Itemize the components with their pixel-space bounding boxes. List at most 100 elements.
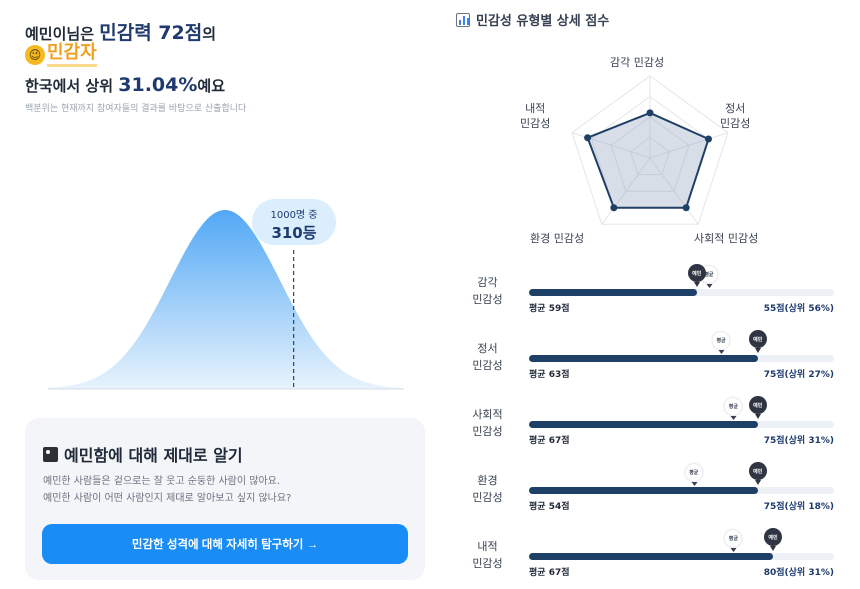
percentile-note: 백분위는 현재까지 참여자들의 결과를 바탕으로 산출합니다 [25,104,247,114]
radar-label-line: 내적 [525,102,546,115]
my-score-marker: 예민 [687,264,706,287]
radar-label-sensory: 감각 민감성 [610,56,665,69]
radar-score-point [704,135,712,143]
score-fill-bar [529,289,697,296]
radar-grid-spoke [601,157,651,225]
average-marker: 평균 [724,530,742,552]
result-panel: 예민이님은 민감력 72점의 😉 민감자 한국에서 상위 31.04%예요 백분… [25,18,425,580]
bell-curve-area [48,210,404,389]
score-row-label-line: 민감성 [472,293,503,306]
info-card-desc-line: 예민한 사람이 어떤 사람인지 제대로 알아보고 싶지 않나요? [43,493,292,504]
radar-grid-spoke [649,132,729,159]
radar-score-point [610,204,618,212]
score-row-label-line: 내적 [477,540,498,553]
radar-score-points [584,109,712,212]
type-name: 민감자 [47,42,97,67]
headline-prefix: 예민이님은 [25,25,100,43]
headline-suffix: 의 [202,25,217,43]
rank-line: 한국에서 상위 31.04%예요 [25,74,225,96]
type-line: 😉 민감자 [25,42,97,67]
score-row-label-line: 사회적 [472,408,503,421]
rank-bubble-value: 310등 [271,224,317,242]
my-score-text: 75점(상위 18%) [763,502,834,512]
average-score-text: 평균 67점 [529,436,570,446]
radar-label-social: 사회적 민감성 [694,232,759,245]
book-icon [43,446,58,462]
radar-chart [571,75,729,225]
score-fill-bar [529,421,758,428]
average-score-text: 평균 67점 [529,568,570,578]
rank-suffix: 예요 [197,77,225,95]
radar-label-line: 민감성 [720,117,751,130]
average-score-text: 평균 59점 [529,304,570,314]
score-row-label-line: 감각 [477,276,498,289]
score-highlight: 민감력 72점 [99,22,203,44]
score-row-label-line: 민감성 [472,359,503,372]
my-score-text: 75점(상위 27%) [763,370,834,380]
score-row-label-line: 민감성 [472,425,503,438]
rank-percent: 31.04% [118,74,198,96]
radar-label-internal: 내적 민감성 [520,101,550,131]
radar-score-point [646,109,654,117]
info-card-title-text: 예민함에 대해 제대로 알기 [64,446,243,465]
average-marker: 평균 [712,332,730,354]
score-fill-bar [529,487,758,494]
my-score-marker: 예민 [748,396,767,419]
radar-grid-ring [629,136,671,176]
radar-score-point [584,134,592,142]
radar-grid-ring [610,116,690,192]
detail-title-text: 민감성 유형별 상세 점수 [476,14,610,29]
radar-label-emotional: 정서 민감성 [720,101,750,131]
bar-chart-icon [456,12,470,27]
info-card-title: 예민함에 대해 제대로 알기 [43,442,243,466]
score-row-label-line: 환경 [477,474,498,487]
score-fill-bar [529,355,758,362]
my-score-text: 75점(상위 31%) [763,436,834,446]
my-score-text: 55점(상위 56%) [763,304,834,314]
explore-personality-button[interactable]: 민감한 성격에 대해 자세히 탐구하기 → [42,524,408,564]
score-row-label-line: 민감성 [472,557,503,570]
wink-emoji-icon: 😉 [25,44,45,65]
info-card: 예민함에 대해 제대로 알기 예민한 사람들은 겉으로는 잘 웃고 순둥한 사람… [25,418,425,580]
score-track: 평균 예민 [529,462,834,494]
radar-score-polygon [586,111,710,209]
average-marker: 평균 [685,464,703,486]
my-score-marker: 예민 [748,330,767,353]
radar-grid-spoke [649,157,699,225]
average-marker: 평균 [724,398,742,420]
radar-label-line: 민감성 [520,117,551,130]
radar-label-environmental: 환경 민감성 [530,232,585,245]
info-card-description: 예민한 사람들은 겉으로는 잘 웃고 순둥한 사람이 많아요. 예민한 사람이 … [43,473,291,507]
detail-panel: 민감성 유형별 상세 점수 감각 민감성 정서 민감성 사회적 민감성 환경 민… [440,0,860,589]
radar-grid-ring [571,75,729,225]
detail-title: 민감성 유형별 상세 점수 [456,10,609,29]
average-score-text: 평균 54점 [529,502,570,512]
score-track: 평균 예민 [529,264,834,296]
average-score-text: 평균 63점 [529,370,570,380]
bell-curve-chart [48,210,404,390]
my-score-marker: 예민 [748,462,767,485]
my-score-marker: 예민 [764,528,782,551]
score-row-label-line: 정서 [477,342,498,355]
result-headline: 예민이님은 민감력 72점의 [25,18,216,45]
score-fill-bar [529,553,773,560]
my-score-text: 80점(상위 31%) [763,568,834,578]
radar-label-line: 정서 [725,102,746,115]
score-track: 평균 예민 [529,396,834,428]
score-track: 평균 예민 [529,330,834,362]
rank-prefix: 한국에서 상위 [25,77,119,95]
score-track: 평균 예민 [529,528,834,560]
info-card-desc-line: 예민한 사람들은 겉으로는 잘 웃고 순둥한 사람이 많아요. [43,476,281,487]
score-row-label-line: 민감성 [472,491,503,504]
rank-bubble: 1000명 중 310등 [252,199,336,245]
